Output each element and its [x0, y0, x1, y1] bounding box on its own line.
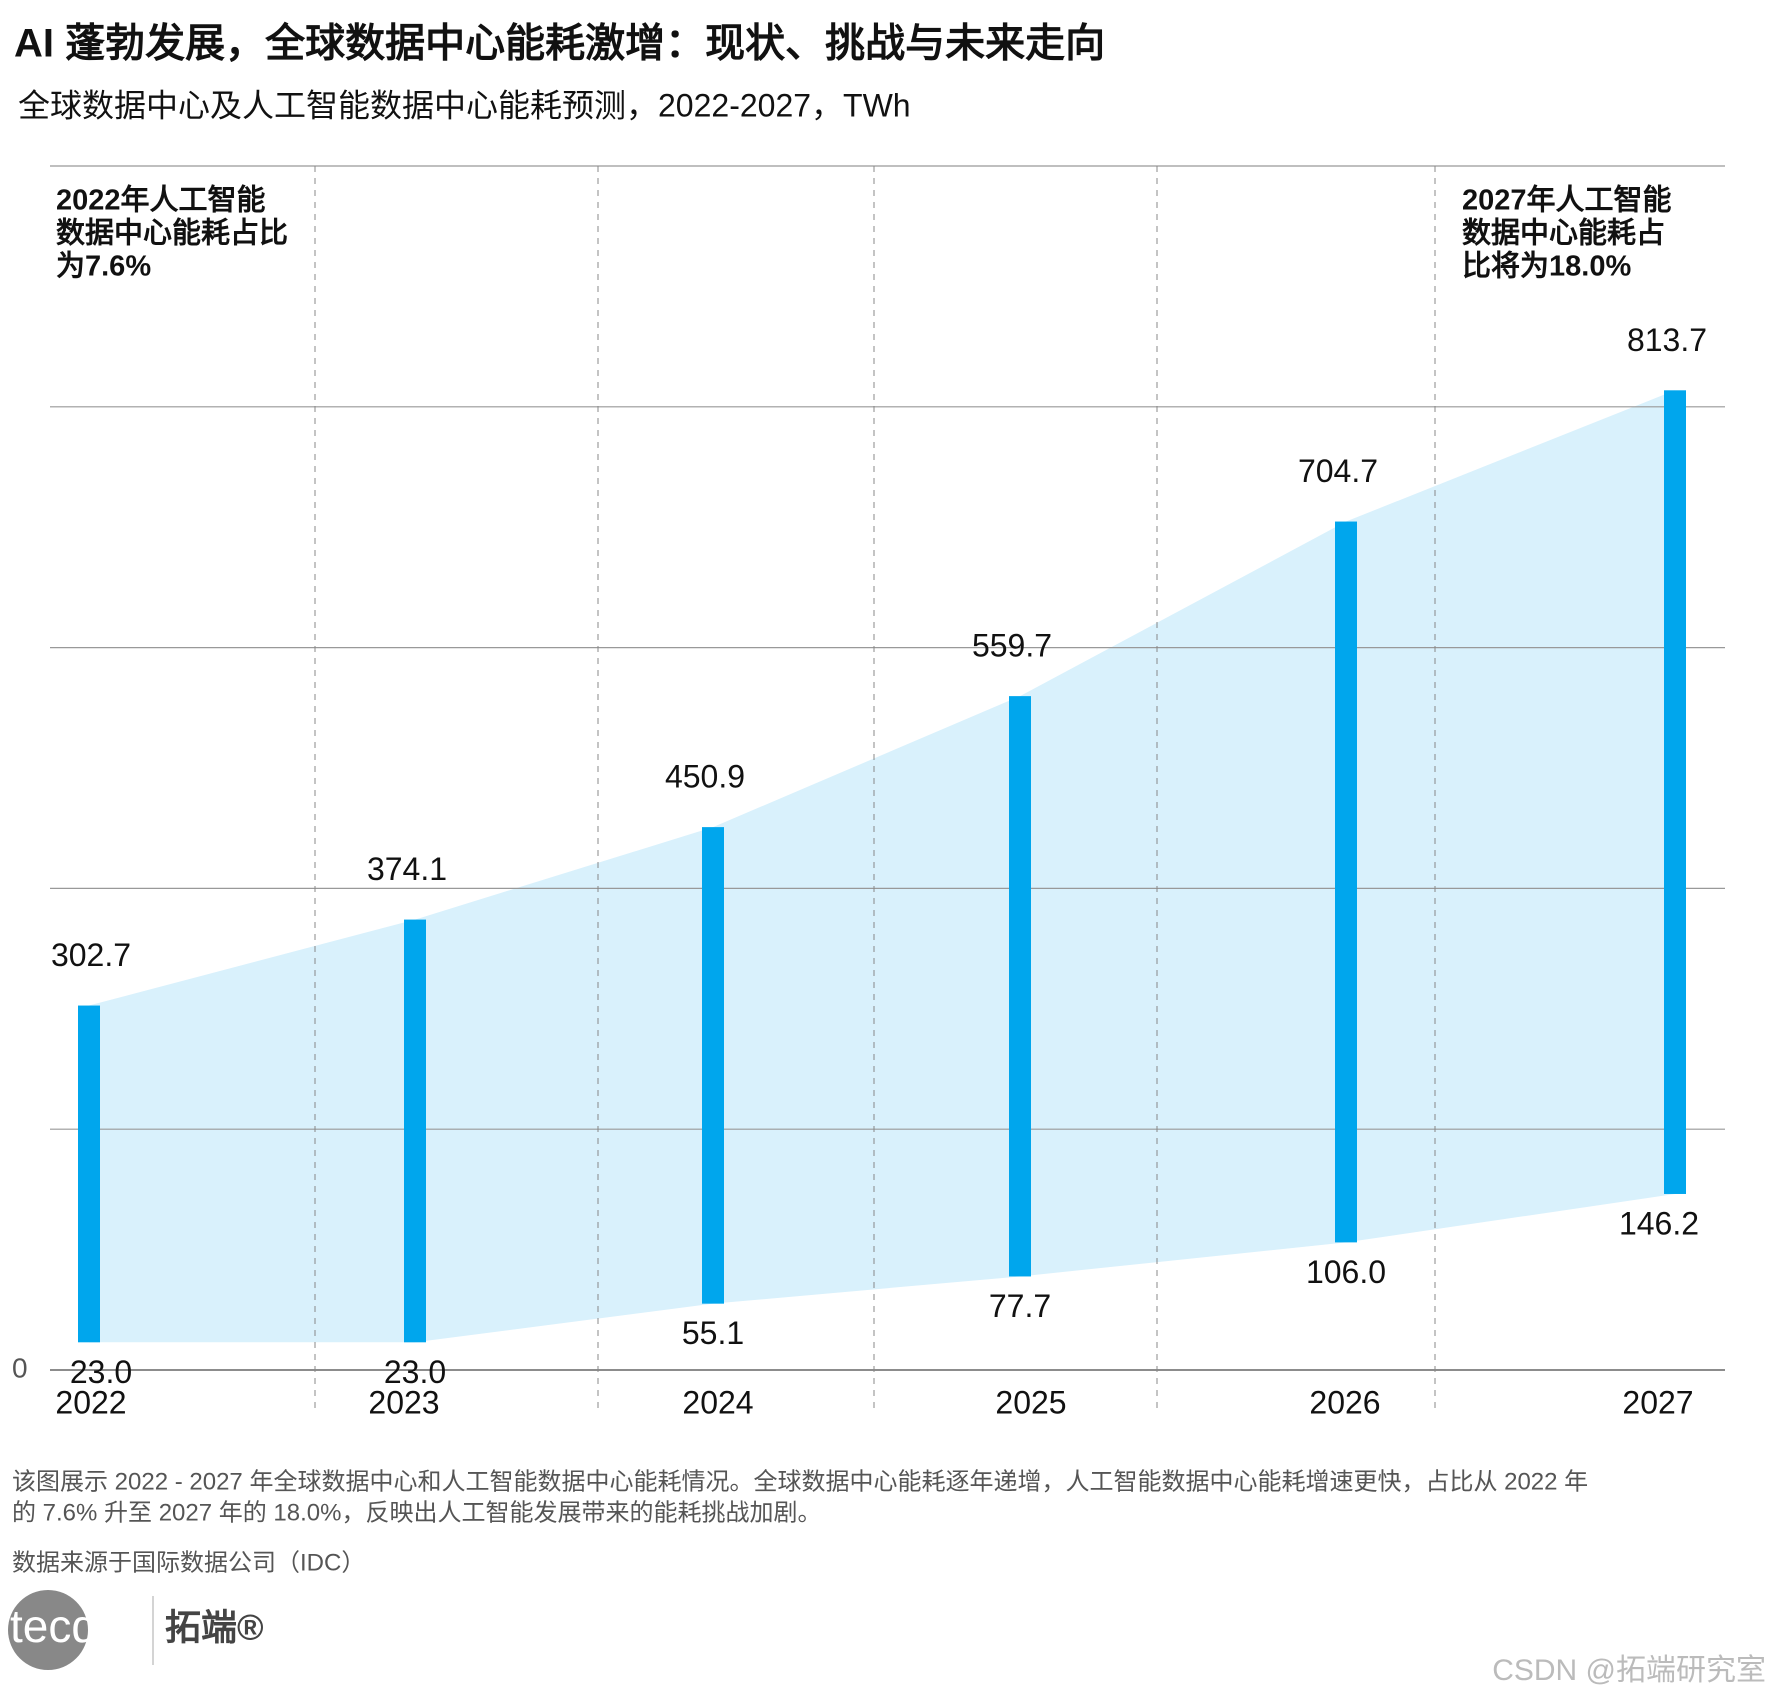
value-label: 23.0 [384, 1354, 446, 1390]
y-tick-label: 0 [12, 1352, 28, 1383]
chart-subtitle: 全球数据中心及人工智能数据中心能耗预测，2022-2027，TWh [18, 87, 911, 123]
logo-text: 拓端® [165, 1607, 264, 1648]
bar [404, 919, 426, 1343]
x-tick-label: 2025 [995, 1384, 1066, 1420]
value-label: 146.2 [1619, 1205, 1699, 1241]
value-label: 77.7 [989, 1288, 1051, 1324]
annotation: 比将为18.0% [1462, 250, 1631, 283]
bar [1335, 521, 1357, 1243]
value-label: 450.9 [665, 759, 745, 795]
value-label: 106.0 [1306, 1254, 1386, 1290]
annotation: 2027年人工智能 [1462, 183, 1672, 217]
x-tick-label: 2023 [368, 1384, 439, 1420]
value-label: 813.7 [1627, 322, 1707, 358]
value-label: 55.1 [682, 1315, 744, 1351]
range-area [89, 390, 1675, 1343]
bar [78, 1005, 100, 1343]
bar [702, 827, 724, 1304]
source: 数据来源于国际数据公司（IDC） [12, 1549, 365, 1576]
x-tick-label: 2027 [1622, 1384, 1693, 1420]
watermark: CSDN @拓端研究室 [1492, 1654, 1766, 1687]
x-tick-label: 2024 [682, 1384, 753, 1420]
annotation: 为7.6% [56, 250, 151, 283]
bar [1009, 696, 1031, 1277]
value-label: 704.7 [1298, 453, 1378, 489]
value-label: 374.1 [367, 851, 447, 887]
note-line: 该图展示 2022 - 2027 年全球数据中心和人工智能数据中心能耗情况。全球… [12, 1468, 1588, 1495]
logo-circle [8, 1590, 88, 1670]
note-line: 的 7.6% 升至 2027 年的 18.0%，反映出人工智能发展带来的能耗挑战… [12, 1499, 821, 1526]
value-label: 23.0 [70, 1354, 132, 1390]
x-tick-label: 2022 [55, 1384, 126, 1420]
annotation: 2022年人工智能 [56, 183, 266, 217]
annotation: 数据中心能耗占比 [56, 217, 288, 250]
bar [1664, 390, 1686, 1194]
annotation: 数据中心能耗占 [1462, 217, 1665, 250]
value-label: 302.7 [51, 937, 131, 973]
chart-title: AI 蓬勃发展，全球数据中心能耗激增：现状、挑战与未来走向 [14, 21, 1105, 66]
value-label: 559.7 [972, 628, 1052, 664]
x-tick-label: 2026 [1309, 1384, 1380, 1420]
logo-text: tecdat [10, 1600, 136, 1652]
